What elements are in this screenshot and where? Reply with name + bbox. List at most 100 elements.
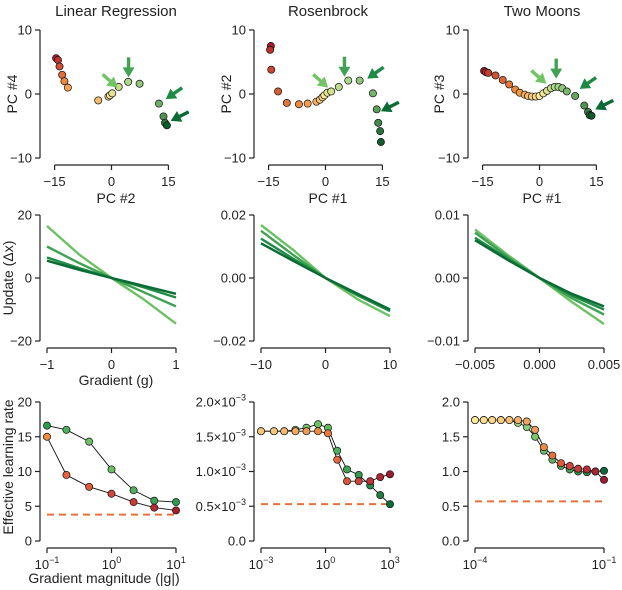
x-tick-label-pca-rosenbrock: 15 <box>375 174 389 189</box>
data-point-late-lr-linear-regression <box>43 432 51 441</box>
data-point-late-lr-two-moons <box>522 417 531 426</box>
x-tick-label-pca-linear-regression: 0 <box>108 174 115 189</box>
data-point-early-lr-rosenbrock <box>376 491 385 500</box>
y-tick-label-update-linear-regression: 0 <box>25 271 32 286</box>
data-point-pca-rosenbrock <box>267 65 276 74</box>
y-tick-label-pca-rosenbrock: 0 <box>239 87 246 102</box>
data-point-early-lr-rosenbrock <box>333 446 342 455</box>
data-point-pca-linear-regression <box>159 112 168 121</box>
arrow-head-pca-two-moons <box>534 72 547 84</box>
data-point-pca-rosenbrock <box>334 83 343 91</box>
x-tick-label-pca-rosenbrock: −15 <box>258 174 280 189</box>
panel-update-two-moons: −0.01 0.00 0.01 −0.005 0.000 0.005 <box>427 208 620 373</box>
data-point-pca-rosenbrock <box>368 89 377 98</box>
y-tick-label-lr-two-moons: 0.5 <box>442 499 460 514</box>
data-point-late-lr-rosenbrock <box>366 477 375 486</box>
data-point-late-lr-linear-regression <box>129 498 138 507</box>
xlabel-pca-linear-regression: PC #2 <box>97 190 136 206</box>
data-point-late-lr-two-moons <box>582 465 591 474</box>
data-point-early-lr-linear-regression <box>107 465 116 474</box>
data-point-late-lr-two-moons <box>565 461 574 470</box>
y-tick-label-pca-linear-regression: −10 <box>10 151 32 166</box>
data-point-pca-two-moons <box>587 111 596 120</box>
data-point-early-lr-two-moons <box>600 466 608 475</box>
data-point-late-lr-two-moons <box>488 416 497 425</box>
data-point-late-lr-two-moons <box>514 416 522 425</box>
x-tick-label-update-linear-regression: 1 <box>172 357 179 372</box>
data-point-pca-rosenbrock <box>303 99 312 108</box>
data-point-late-lr-linear-regression <box>107 489 116 498</box>
data-point-pca-rosenbrock <box>376 138 385 146</box>
y-tick-label-pca-linear-regression: 10 <box>18 23 32 38</box>
arrow-head-pca-rosenbrock <box>316 76 329 88</box>
y-tick-label-lr-linear-regression: 5 <box>25 499 32 514</box>
data-point-late-lr-two-moons <box>479 416 488 425</box>
data-point-late-lr-rosenbrock <box>333 455 342 464</box>
series-line-late-lr-two-moons <box>475 419 605 481</box>
x-tick-label-lr-rosenbrock: 10−3 <box>249 555 274 572</box>
y-tick-label-lr-rosenbrock: 0.0 <box>228 534 246 549</box>
y-tick-label-pca-two-moons: −10 <box>438 151 460 166</box>
data-point-late-lr-rosenbrock <box>280 427 289 436</box>
data-point-pca-linear-regression <box>154 99 163 108</box>
data-point-early-lr-linear-regression <box>172 498 180 507</box>
y-tick-label-update-rosenbrock: 0.02 <box>221 208 246 223</box>
data-point-pca-rosenbrock <box>294 100 303 109</box>
x-tick-label-update-rosenbrock: 10 <box>383 357 397 372</box>
xlabel-pca-two-moons: PC #1 <box>523 190 562 206</box>
data-point-pca-two-moons <box>498 75 507 84</box>
x-tick-label-lr-linear-regression: 100 <box>102 555 121 572</box>
ylabel-learning-rate: Effective learning rate <box>0 399 16 534</box>
update-curve-update-two-moons <box>474 239 605 308</box>
title-linear-regression: Linear Regression <box>55 3 177 20</box>
panel-update-rosenbrock: −0.02 0.00 0.02 −10 0 10 <box>213 208 397 373</box>
x-tick-label-lr-rosenbrock: 100 <box>316 555 335 572</box>
data-point-late-lr-two-moons <box>591 467 600 476</box>
data-point-early-lr-linear-regression <box>43 421 51 430</box>
data-point-pca-linear-regression <box>60 77 69 86</box>
data-point-late-lr-linear-regression <box>62 471 71 479</box>
y-tick-label-update-rosenbrock: 0.00 <box>221 271 246 286</box>
xlabel-learning-rate: Gradient magnitude (|g|) <box>28 570 179 586</box>
x-tick-label-lr-two-moons: 10−4 <box>463 555 488 572</box>
arrow-head-pca-linear-regression <box>106 76 118 88</box>
x-tick-label-pca-two-moons: 0 <box>536 174 543 189</box>
x-tick-label-lr-linear-regression: 10−1 <box>35 555 60 572</box>
series-line-late-lr-rosenbrock <box>261 430 391 482</box>
y-tick-label-lr-two-moons: 1.0 <box>442 464 460 479</box>
arrow-head-pca-two-moons <box>595 99 607 111</box>
x-tick-label-update-linear-regression: 0 <box>108 357 115 372</box>
title-two-moons: Two Moons <box>504 3 581 20</box>
data-point-early-lr-rosenbrock <box>314 420 322 429</box>
data-point-pca-two-moons <box>571 91 580 100</box>
y-tick-label-update-two-moons: 0.01 <box>435 208 460 223</box>
y-tick-label-pca-two-moons: 10 <box>446 23 460 38</box>
y-tick-label-lr-two-moons: 0.0 <box>442 534 460 549</box>
panel-lr-rosenbrock: 0.0 0.5×10−3 1.0×10−3 1.5×10−3 2.0×10−3 10−3 1… <box>196 393 400 573</box>
data-point-pca-linear-regression <box>63 83 72 92</box>
data-point-late-lr-rosenbrock <box>291 427 300 436</box>
data-point-late-lr-two-moons <box>505 416 514 425</box>
data-point-late-lr-rosenbrock <box>354 477 363 486</box>
data-point-pca-linear-regression <box>135 79 144 88</box>
x-tick-label-update-two-moons: 0.000 <box>523 357 556 372</box>
data-point-early-lr-two-moons <box>531 432 540 441</box>
y-tick-label-lr-rosenbrock: 1.0×10−3 <box>196 462 246 479</box>
x-tick-label-update-rosenbrock: 0 <box>322 357 329 372</box>
ylabel-pca-rosenbrock: PC #2 <box>218 74 234 113</box>
data-point-pca-linear-regression <box>124 77 133 86</box>
y-tick-label-lr-two-moons: 2.0 <box>442 395 460 410</box>
data-point-pca-linear-regression <box>55 62 64 71</box>
ylabel-update: Update (Δx) <box>0 241 16 316</box>
data-point-pca-two-moons <box>491 71 500 80</box>
data-point-pca-two-moons <box>562 87 571 96</box>
update-curve-update-linear-regression <box>46 245 177 308</box>
x-tick-label-pca-two-moons: −15 <box>472 174 494 189</box>
data-point-late-lr-rosenbrock <box>376 473 385 482</box>
data-point-early-lr-rosenbrock <box>343 465 351 474</box>
xlabel-pca-rosenbrock: PC #1 <box>309 190 348 206</box>
y-tick-label-pca-rosenbrock: 10 <box>232 23 246 38</box>
x-tick-label-pca-linear-regression: −15 <box>44 174 66 189</box>
data-point-early-lr-linear-regression <box>129 486 138 495</box>
